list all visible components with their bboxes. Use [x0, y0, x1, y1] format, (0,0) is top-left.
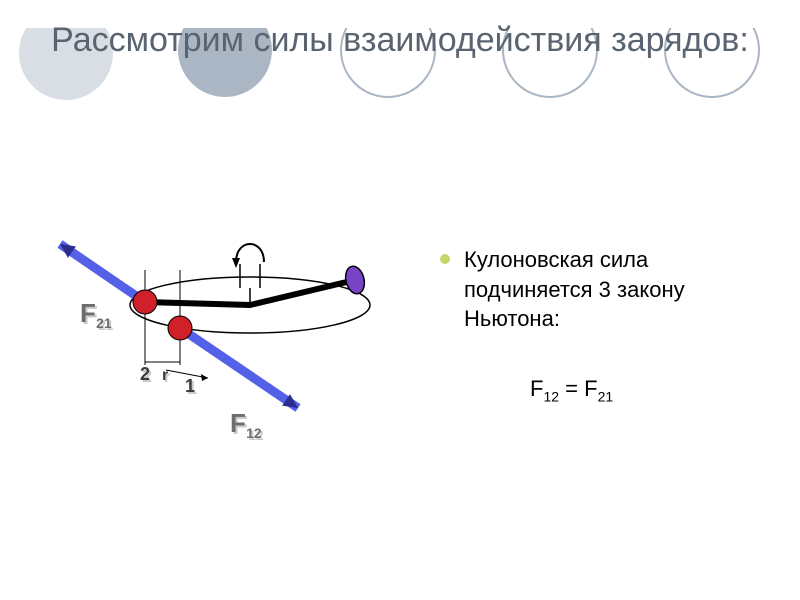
page-title: Рассмотрим силы взаимодействия зарядов: — [0, 20, 800, 61]
formula-eq: = — [559, 376, 584, 401]
svg-text:r: r — [162, 367, 168, 384]
formula-right-base: F — [584, 376, 597, 401]
svg-text:1: 1 — [185, 376, 195, 396]
physics-diagram: F21F21F12F122211rr — [50, 230, 400, 480]
bullet-item: Кулоновская сила подчиняется 3 закону Нь… — [440, 245, 770, 334]
bullet-text: Кулоновская сила подчиняется 3 закону Нь… — [464, 245, 770, 334]
svg-text:F: F — [230, 408, 246, 438]
svg-text:21: 21 — [96, 315, 112, 331]
formula-left-sub: 12 — [543, 388, 559, 404]
formula-right-sub: 21 — [598, 388, 614, 404]
svg-text:2: 2 — [140, 364, 150, 384]
formula: F12 = F21 — [530, 376, 770, 404]
svg-text:12: 12 — [246, 425, 262, 441]
formula-left-base: F — [530, 376, 543, 401]
bullet-icon — [440, 254, 450, 264]
svg-text:F: F — [80, 298, 96, 328]
diagram-svg: F21F21F12F122211rr — [50, 230, 400, 480]
content-area: Кулоновская сила подчиняется 3 закону Нь… — [440, 245, 770, 404]
